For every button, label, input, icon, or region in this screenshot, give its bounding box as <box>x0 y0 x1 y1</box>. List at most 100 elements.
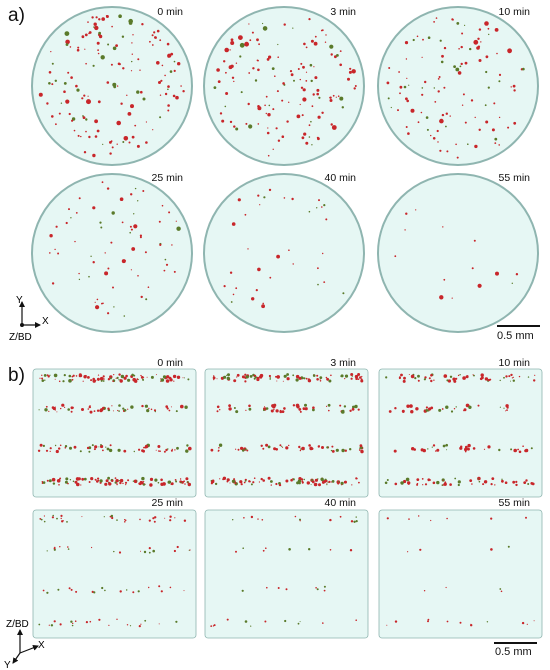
pore <box>140 623 142 625</box>
pore <box>146 376 148 378</box>
pore <box>83 151 87 154</box>
pore <box>330 374 332 377</box>
axes-indicator-b: Z/BD X Y <box>4 619 45 670</box>
pore <box>490 517 493 520</box>
pore <box>482 483 485 486</box>
pore <box>64 445 68 448</box>
pore <box>176 446 179 450</box>
pore <box>285 446 289 450</box>
pore <box>60 517 62 520</box>
pore <box>459 621 462 624</box>
pore <box>491 128 495 132</box>
pore <box>82 380 84 382</box>
pore <box>235 448 237 450</box>
pore <box>42 589 45 592</box>
pore <box>156 29 160 33</box>
pore <box>233 379 237 383</box>
pore <box>298 482 301 485</box>
pore <box>420 111 423 114</box>
pore <box>98 18 101 21</box>
pore <box>432 137 436 140</box>
pore <box>282 82 285 85</box>
pore <box>43 374 47 377</box>
pore <box>286 377 290 381</box>
pore <box>401 409 405 413</box>
pore <box>299 410 302 413</box>
pore <box>223 60 226 63</box>
pore <box>230 64 234 69</box>
pore <box>116 483 118 485</box>
pore <box>353 520 356 523</box>
time-label-b-1: 3 min <box>330 357 356 369</box>
pore <box>288 548 291 551</box>
pore <box>399 92 401 95</box>
pore <box>477 283 482 288</box>
pore <box>108 448 113 453</box>
pore <box>99 221 102 224</box>
pore <box>512 480 516 484</box>
pore <box>183 480 186 483</box>
pore <box>487 378 491 382</box>
pore <box>253 477 256 480</box>
pore <box>256 59 259 62</box>
pore <box>314 478 318 482</box>
pore <box>119 590 122 593</box>
pore <box>330 123 333 126</box>
pore <box>386 624 388 626</box>
axes-indicator-a: Y X Z/BD <box>9 295 49 343</box>
pore <box>269 377 271 379</box>
pore <box>464 450 467 453</box>
pore <box>162 482 166 486</box>
pore <box>473 239 476 242</box>
pore <box>283 23 286 26</box>
pore <box>60 514 63 518</box>
pore <box>76 88 80 92</box>
pore <box>390 106 392 109</box>
pore <box>105 446 107 448</box>
pore <box>129 625 132 627</box>
pore <box>98 446 100 448</box>
pore <box>258 43 260 46</box>
pore <box>298 408 302 411</box>
pore <box>160 590 163 593</box>
time-label-b-5: 55 min <box>498 497 530 509</box>
pore <box>470 624 473 627</box>
pore <box>300 86 304 90</box>
pore <box>408 518 410 520</box>
pore <box>170 449 173 452</box>
pore <box>159 243 162 246</box>
pore <box>109 152 112 155</box>
pore <box>231 76 235 80</box>
pore <box>124 260 127 262</box>
pore <box>148 519 151 522</box>
pore <box>314 76 318 80</box>
pore <box>261 304 265 309</box>
pore <box>339 50 342 52</box>
pore <box>136 144 140 148</box>
pore <box>144 619 147 622</box>
pore <box>97 477 100 480</box>
pore <box>319 378 321 380</box>
pore <box>161 64 164 67</box>
pore <box>262 22 264 25</box>
pore <box>106 81 110 84</box>
pore <box>168 409 171 412</box>
pore <box>38 623 41 626</box>
pore <box>305 46 308 49</box>
pore <box>95 379 97 381</box>
pore <box>455 67 460 72</box>
pore <box>434 101 437 103</box>
pore <box>349 409 352 412</box>
pore <box>187 482 191 487</box>
pore <box>111 479 114 482</box>
pore <box>262 479 266 482</box>
pore <box>326 483 328 485</box>
pore <box>510 86 512 88</box>
pore <box>99 376 104 381</box>
pore <box>462 376 466 380</box>
pore <box>107 43 110 46</box>
pore <box>87 376 90 379</box>
pore <box>430 134 432 137</box>
pore <box>267 445 271 449</box>
pore <box>118 404 121 407</box>
